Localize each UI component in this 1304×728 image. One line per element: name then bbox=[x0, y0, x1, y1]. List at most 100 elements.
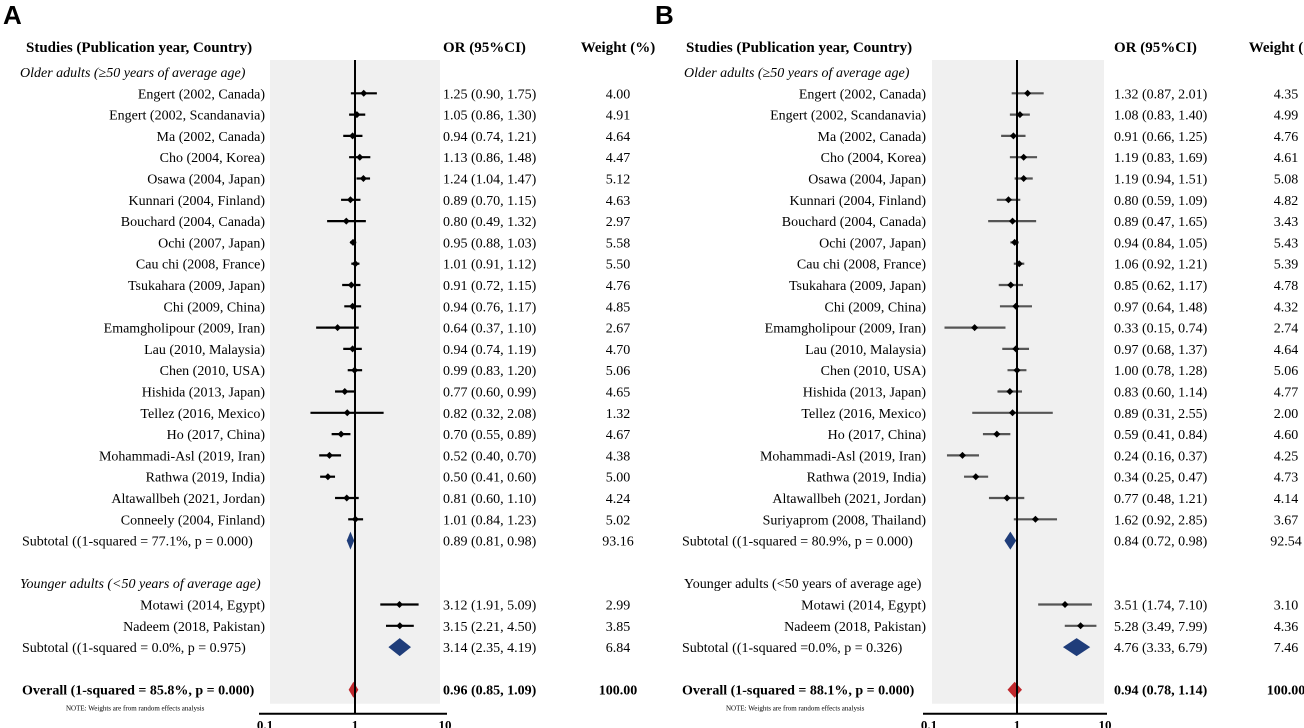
point-estimate bbox=[337, 430, 345, 438]
weight-text: 5.12 bbox=[606, 173, 631, 188]
or-ci-text: 1.19 (0.83, 1.69) bbox=[1114, 151, 1208, 166]
or-ci-text: 0.80 (0.49, 1.32) bbox=[443, 215, 537, 230]
or-ci-text: 0.85 (0.62, 1.17) bbox=[1114, 279, 1208, 294]
study-label: Motawi (2014, Egypt) bbox=[140, 599, 265, 614]
or-ci-text: 0.96 (0.85, 1.09) bbox=[443, 684, 537, 699]
or-ci-text: 3.12 (1.91, 5.09) bbox=[443, 599, 537, 614]
or-ci-text: 0.50 (0.41, 0.60) bbox=[443, 471, 537, 486]
study-label: Mohammadi-Asl (2019, Iran) bbox=[760, 449, 926, 464]
weight-text: 4.91 bbox=[606, 109, 631, 124]
study-label: Engert (2002, Scandanavia) bbox=[109, 109, 265, 124]
study-label: Engert (2002, Canada) bbox=[799, 87, 926, 102]
or-ci-text: 1.00 (0.78, 1.28) bbox=[1114, 364, 1208, 379]
point-estimate bbox=[359, 175, 367, 182]
weight-text: 2.74 bbox=[1274, 322, 1299, 337]
point-estimate bbox=[1020, 153, 1028, 161]
study-label: Tellez (2016, Mexico) bbox=[801, 407, 926, 422]
study-label: Lau (2010, Malaysia) bbox=[805, 343, 926, 358]
study-label: Kunnari (2004, Finland) bbox=[129, 194, 266, 209]
weight-text: 93.16 bbox=[602, 535, 634, 550]
study-label: Altawallbeh (2021, Jordan) bbox=[772, 492, 926, 507]
weight-text: 5.06 bbox=[1274, 364, 1299, 379]
or-ci-text: 0.95 (0.88, 1.03) bbox=[443, 236, 537, 251]
point-estimate bbox=[1016, 111, 1024, 119]
weight-text: 5.00 bbox=[606, 471, 631, 486]
weight-text: 3.67 bbox=[1274, 513, 1299, 528]
weight-text: 3.85 bbox=[606, 620, 631, 635]
or-ci-text: 0.33 (0.15, 0.74) bbox=[1114, 322, 1208, 337]
or-ci-text: 0.52 (0.40, 0.70) bbox=[443, 449, 537, 464]
point-estimate bbox=[334, 324, 342, 332]
or-ci-text: 3.15 (2.21, 4.50) bbox=[443, 620, 537, 635]
group-label: Younger adults (<50 years of average age… bbox=[20, 577, 261, 592]
weight-text: 4.65 bbox=[606, 386, 631, 401]
point-estimate bbox=[347, 281, 355, 289]
weight-text: 4.47 bbox=[606, 151, 631, 166]
point-estimate bbox=[958, 451, 966, 459]
weight-text: 4.24 bbox=[606, 492, 631, 507]
study-label: Rathwa (2019, India) bbox=[146, 471, 266, 486]
point-estimate bbox=[1031, 515, 1039, 523]
or-ci-text: 0.24 (0.16, 0.37) bbox=[1114, 449, 1208, 464]
weight-text: 4.25 bbox=[1274, 449, 1299, 464]
group-label: Older adults (≥50 years of average age) bbox=[684, 66, 910, 81]
study-label: Engert (2002, Scandanavia) bbox=[770, 109, 926, 124]
weight-text: 92.54 bbox=[1270, 535, 1302, 550]
study-label: Suriyaprom (2008, Thailand) bbox=[763, 513, 927, 528]
study-label: Ho (2017, China) bbox=[167, 428, 266, 443]
study-label: Cho (2004, Korea) bbox=[821, 151, 927, 166]
point-estimate bbox=[341, 388, 349, 395]
point-estimate bbox=[972, 473, 980, 481]
x-tick-label: 0.1 bbox=[921, 718, 937, 728]
or-ci-text: 0.94 (0.74, 1.21) bbox=[443, 130, 537, 145]
study-label: Conneely (2004, Finland) bbox=[121, 513, 266, 528]
point-estimate bbox=[1024, 89, 1032, 97]
weight-text: 4.35 bbox=[1274, 87, 1299, 102]
study-label: Motawi (2014, Egypt) bbox=[801, 599, 926, 614]
study-label: Ma (2002, Canada) bbox=[818, 130, 927, 145]
study-label: Osawa (2004, Japan) bbox=[808, 173, 926, 188]
study-label: Osawa (2004, Japan) bbox=[147, 173, 265, 188]
point-estimate bbox=[356, 153, 364, 161]
study-label: Emamgholipour (2009, Iran) bbox=[765, 322, 927, 337]
study-label: Ochi (2007, Japan) bbox=[158, 236, 265, 251]
study-label: Cau chi (2008, France) bbox=[797, 258, 926, 273]
or-ci-text: 1.01 (0.84, 1.23) bbox=[443, 513, 537, 528]
or-ci-text: 0.89 (0.70, 1.15) bbox=[443, 194, 537, 209]
point-estimate bbox=[971, 324, 979, 332]
or-ci-text: 3.51 (1.74, 7.10) bbox=[1114, 599, 1208, 614]
point-estimate bbox=[1077, 622, 1085, 630]
subtotal-label: Subtotal ((1-squared =0.0%, p = 0.326) bbox=[682, 641, 903, 656]
header-studies: Studies (Publication year, Country) bbox=[26, 40, 252, 56]
or-ci-text: 0.99 (0.83, 1.20) bbox=[443, 364, 537, 379]
point-estimate bbox=[1006, 388, 1014, 395]
overall-label: Overall (1-squared = 88.1%, p = 0.000) bbox=[682, 684, 915, 699]
study-label: Hishida (2013, Japan) bbox=[142, 386, 266, 401]
or-ci-text: 0.94 (0.78, 1.14) bbox=[1114, 684, 1208, 699]
weight-text: 4.38 bbox=[606, 449, 631, 464]
or-ci-text: 0.34 (0.25, 0.47) bbox=[1114, 471, 1208, 486]
weight-text: 4.61 bbox=[1274, 151, 1299, 166]
weight-text: 4.73 bbox=[1274, 471, 1299, 486]
header-or: OR (95%CI) bbox=[1114, 40, 1197, 56]
point-estimate bbox=[343, 409, 351, 417]
weight-text: 5.50 bbox=[606, 258, 631, 273]
x-tick-label: 1 bbox=[352, 718, 359, 728]
weight-text: 6.84 bbox=[606, 641, 631, 656]
or-ci-text: 1.32 (0.87, 2.01) bbox=[1114, 87, 1208, 102]
header-weight: Weight (%) bbox=[1249, 40, 1304, 56]
header-weight: Weight (%) bbox=[581, 40, 656, 56]
x-tick-label: 10 bbox=[439, 718, 452, 728]
weight-text: 5.43 bbox=[1274, 236, 1299, 251]
study-label: Tellez (2016, Mexico) bbox=[140, 407, 265, 422]
point-estimate bbox=[1020, 175, 1028, 182]
point-estimate bbox=[1009, 132, 1017, 140]
weight-text: 1.32 bbox=[606, 407, 631, 422]
or-ci-text: 0.94 (0.74, 1.19) bbox=[443, 343, 537, 358]
weight-text: 4.82 bbox=[1274, 194, 1299, 209]
or-ci-text: 0.89 (0.81, 0.98) bbox=[443, 535, 537, 550]
weight-text: 4.77 bbox=[1274, 386, 1299, 401]
or-ci-text: 0.89 (0.47, 1.65) bbox=[1114, 215, 1208, 230]
